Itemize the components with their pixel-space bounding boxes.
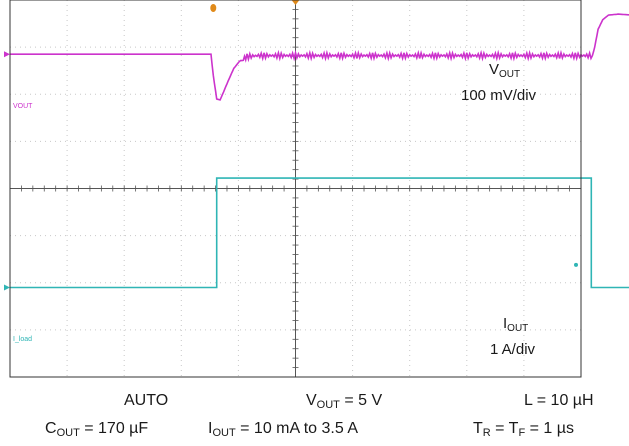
trigger-level-marker	[210, 4, 217, 12]
trigger-time-marker	[291, 0, 300, 5]
iout-scale-label: 1 A/div	[490, 341, 536, 358]
iout-caption: IOUT = 10 mA to 3.5 A	[208, 420, 358, 439]
rise-fall-caption: TR = TF = 1 µs	[473, 420, 574, 439]
cout-caption: COUT = 170 µF	[45, 420, 149, 439]
iout-channel-tag: I_load	[13, 336, 32, 343]
graticule	[9, 0, 582, 378]
iout-ground-marker	[4, 284, 10, 291]
trigger-indicator-dot	[574, 262, 578, 267]
vout-channel-tag: VOUT	[13, 103, 33, 110]
mode-caption: AUTO	[124, 392, 169, 409]
scope-frame	[9, 0, 582, 378]
vout-trace-label: VOUT	[489, 61, 520, 80]
vout-trace	[10, 13, 629, 101]
vout-scale-label: 100 mV/div	[461, 87, 537, 104]
vout-caption: VOUT = 5 V	[306, 392, 383, 411]
iout-trace	[10, 177, 629, 289]
iout-trace-label: IOUT	[503, 315, 528, 334]
scope-screen: VOUT I_load VOUT 100 mV/div IOUT 1 A/div	[4, 0, 629, 378]
inductor-caption: L = 10 µH	[524, 392, 594, 409]
vout-ground-marker	[4, 51, 10, 58]
